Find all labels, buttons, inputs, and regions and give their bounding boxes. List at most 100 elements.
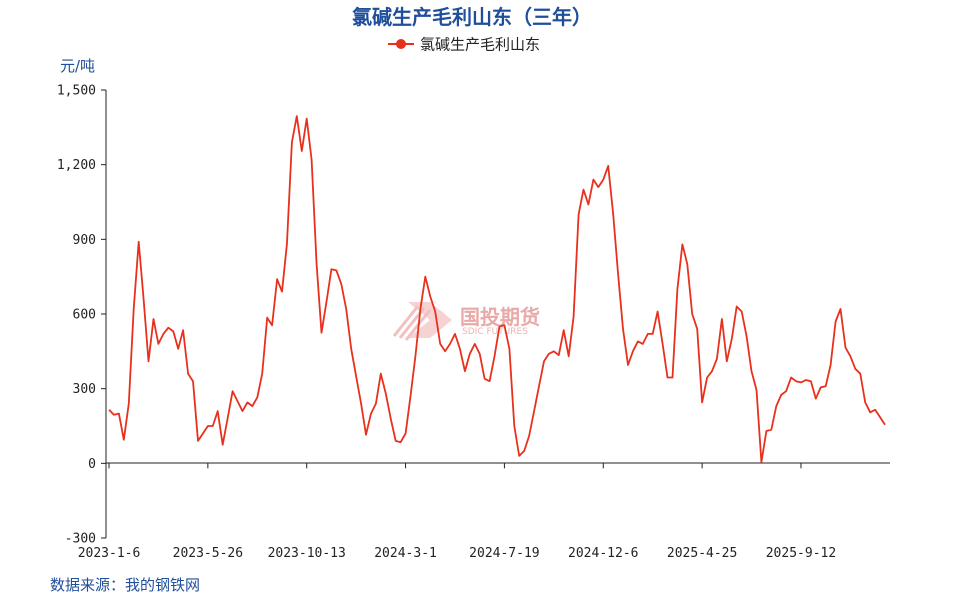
data-point (538, 385, 540, 387)
data-point (222, 444, 224, 446)
data-point (751, 370, 753, 372)
data-point (360, 403, 362, 405)
data-point (765, 430, 767, 432)
data-point (330, 268, 332, 270)
y-tick-label: 1,500 (57, 84, 96, 99)
data-point (523, 450, 525, 452)
data-point (385, 393, 387, 395)
chart-title: 氯碱生产毛利山东（三年） (352, 5, 592, 29)
data-point (227, 418, 229, 420)
data-point (261, 373, 263, 375)
data-point (326, 301, 328, 303)
data-point (706, 377, 708, 379)
data-point (795, 380, 797, 382)
data-point (157, 343, 159, 345)
data-point (494, 355, 496, 357)
data-point (805, 379, 807, 381)
data-point (459, 348, 461, 350)
x-tick-label: 2025-4-25 (667, 546, 737, 561)
data-point (345, 308, 347, 310)
data-point (113, 414, 115, 416)
data-point (563, 329, 565, 331)
data-point (592, 179, 594, 181)
data-point (118, 413, 120, 415)
data-point (138, 241, 140, 243)
data-point (508, 348, 510, 350)
watermark-emblem (392, 302, 452, 341)
source-note: 数据来源：我的钢铁网 (50, 576, 200, 594)
data-point (617, 273, 619, 275)
data-point (642, 343, 644, 345)
data-point (543, 360, 545, 362)
data-point (825, 385, 827, 387)
data-point (375, 403, 377, 405)
x-tick-label: 2024-7-19 (469, 546, 539, 561)
data-point (627, 364, 629, 366)
data-point (246, 401, 248, 403)
data-point (701, 401, 703, 403)
data-point (874, 409, 876, 411)
data-point (296, 115, 298, 117)
data-point (879, 416, 881, 418)
data-point (632, 350, 634, 352)
data-point (672, 377, 674, 379)
data-point (232, 390, 234, 392)
data-point (760, 461, 762, 463)
data-point (212, 425, 214, 427)
data-point (316, 263, 318, 265)
data-point (736, 306, 738, 308)
data-point (637, 340, 639, 342)
data-point (810, 380, 812, 382)
data-point (785, 390, 787, 392)
data-point (815, 398, 817, 400)
y-tick-label: -300 (65, 532, 96, 547)
data-point (573, 316, 575, 318)
data-point (474, 343, 476, 345)
data-point (251, 405, 253, 407)
watermark-text: 国投期货 (460, 305, 540, 329)
data-point (242, 410, 244, 412)
data-point (469, 353, 471, 355)
data-point (449, 343, 451, 345)
data-point (845, 347, 847, 349)
data-point (568, 355, 570, 357)
data-point (439, 343, 441, 345)
data-point (780, 394, 782, 396)
data-point (884, 424, 886, 426)
y-tick-label: 0 (88, 457, 96, 472)
y-tick-label: 300 (73, 382, 96, 397)
data-point (177, 348, 179, 350)
data-point (533, 410, 535, 412)
data-point (597, 186, 599, 188)
y-ticks: -300 0 300 600 900 1,200 1,500 (57, 84, 106, 547)
data-point (691, 313, 693, 315)
data-point (365, 434, 367, 436)
data-point (716, 358, 718, 360)
data-point (518, 455, 520, 457)
data-point (489, 380, 491, 382)
data-point (108, 409, 110, 411)
data-point (869, 411, 871, 413)
legend-label: 氯碱生产毛利山东 (420, 36, 540, 54)
data-point (587, 204, 589, 206)
data-point (770, 429, 772, 431)
data-point (143, 298, 145, 300)
data-point (350, 348, 352, 350)
data-point (256, 396, 258, 398)
legend-dot-marker (396, 39, 406, 49)
data-point (355, 375, 357, 377)
data-point (667, 377, 669, 379)
data-point (281, 291, 283, 293)
x-tick-label: 2023-5-26 (173, 546, 243, 561)
x-ticks: 2023-1-6 2023-5-26 2023-10-13 2024-3-1 2024-… (78, 463, 836, 561)
data-point (721, 318, 723, 320)
data-point (553, 350, 555, 352)
data-point (405, 433, 407, 435)
data-point (726, 360, 728, 362)
data-point (741, 311, 743, 313)
data-point (335, 269, 337, 271)
data-point (731, 338, 733, 340)
data-point (686, 263, 688, 265)
data-point (479, 353, 481, 355)
data-point (607, 165, 609, 167)
